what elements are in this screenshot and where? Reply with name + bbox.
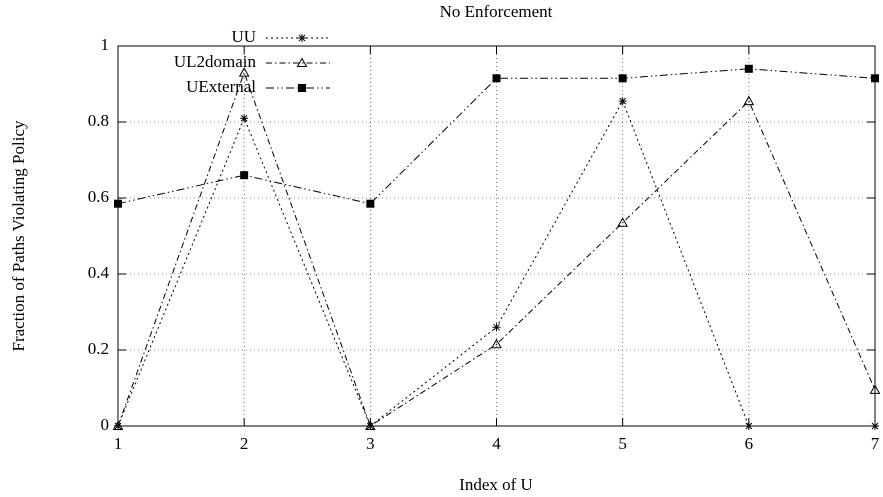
x-tick-label: 7 (871, 434, 880, 453)
marker (871, 422, 879, 430)
marker (618, 74, 627, 83)
marker (617, 217, 629, 227)
y-tick-label: 0.4 (88, 263, 110, 282)
legend-label: UU (231, 27, 256, 46)
marker (743, 95, 755, 106)
marker (744, 422, 753, 430)
x-tick-label: 2 (240, 434, 249, 453)
marker (112, 420, 124, 430)
legend-marker (298, 34, 306, 42)
marker (366, 199, 375, 208)
marker (366, 422, 375, 430)
marker (744, 64, 753, 73)
legend-label: UExternal (186, 77, 256, 96)
x-tick-label: 5 (618, 434, 627, 453)
marker (240, 114, 249, 123)
x-axis-label: Index of U (459, 475, 533, 494)
marker (240, 171, 249, 180)
y-tick-label: 0.8 (88, 111, 109, 130)
chart-title: No Enforcement (440, 2, 553, 21)
marker (364, 420, 376, 430)
x-tick-label: 6 (745, 434, 754, 453)
y-tick-label: 1 (101, 35, 110, 54)
x-tick-label: 4 (492, 434, 501, 453)
x-tick-label: 3 (366, 434, 375, 453)
y-tick-label: 0.2 (88, 339, 109, 358)
legend-label: UL2domain (174, 52, 257, 71)
plot-frame (117, 45, 876, 427)
y-tick-label: 0.6 (88, 187, 109, 206)
marker (114, 199, 122, 208)
marker (618, 97, 627, 106)
y-axis-label: Fraction of Paths Violating Policy (9, 120, 28, 351)
marker (492, 323, 501, 332)
x-tick-label: 1 (114, 434, 123, 453)
series-line (117, 99, 875, 427)
y-tick-label: 0 (101, 415, 110, 434)
marker (492, 74, 501, 83)
legend-marker (296, 57, 308, 67)
marker (871, 74, 879, 83)
marker (491, 338, 502, 349)
legend-marker (298, 84, 306, 92)
marker (869, 384, 881, 394)
series-line (117, 71, 876, 427)
marker (238, 67, 250, 77)
